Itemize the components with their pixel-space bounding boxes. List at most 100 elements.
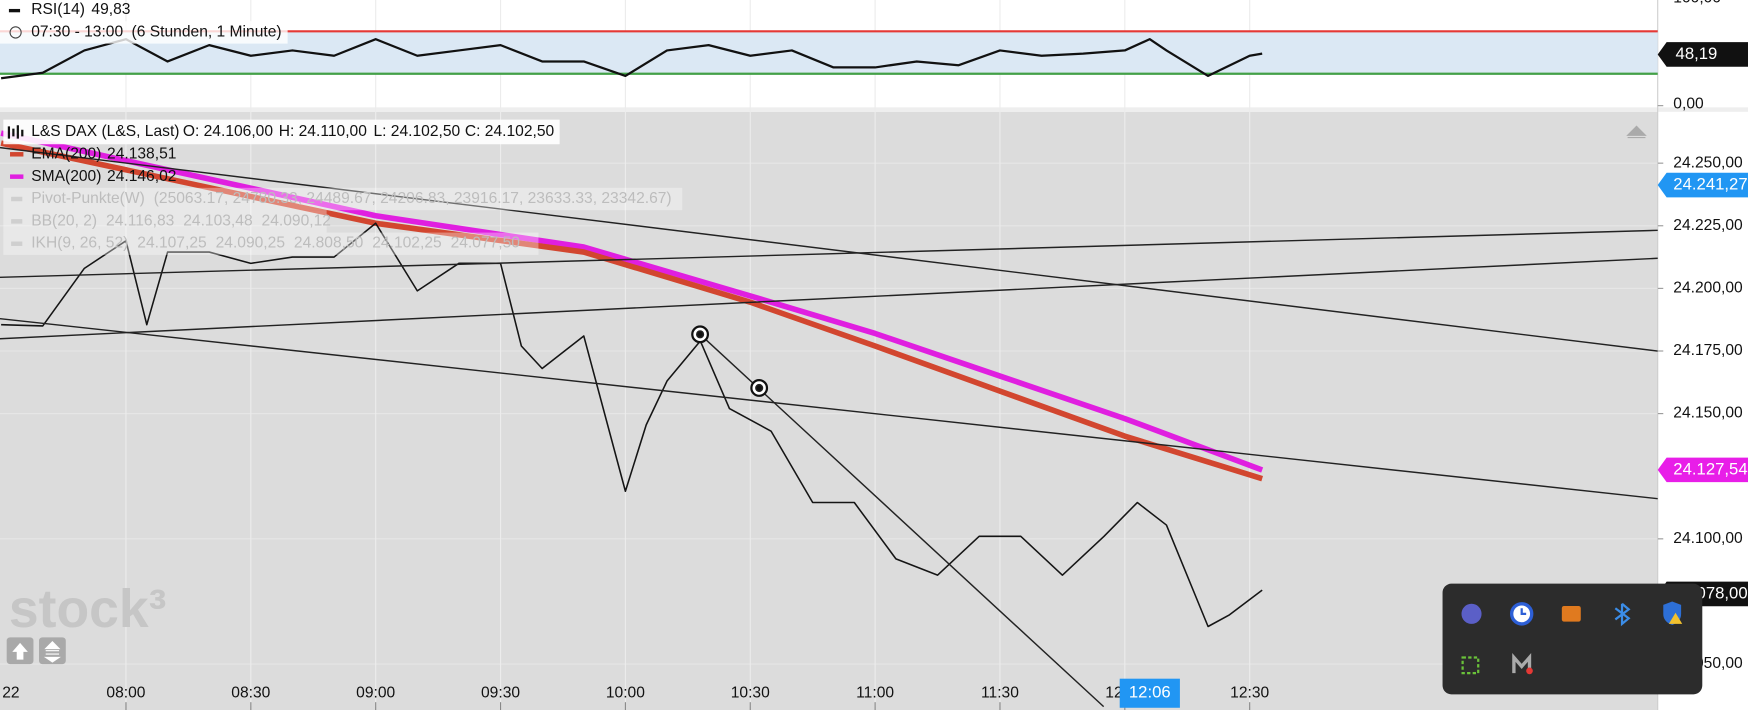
price-badge (1657, 172, 1748, 198)
indicator-name: IKH(9, 26, 52) (31, 235, 128, 252)
legend-text: 24.146,02 (107, 168, 176, 185)
legend-icon (11, 241, 23, 246)
legend-text: O: 24.106,00 (183, 123, 274, 140)
legend-box (3, 119, 560, 145)
indicator-value: 24.103,48 (183, 212, 253, 229)
x-tick-label: 09:30 (481, 684, 520, 701)
legend-text: 24.138,51 (107, 145, 176, 162)
y-tick-label: 24.100,00 (1673, 530, 1743, 547)
legend-text: 07:30 - 13:00 (31, 24, 123, 41)
collapse-button[interactable] (1626, 125, 1647, 139)
grid (125, 0, 1251, 707)
y-tick-label: 0,00 (1673, 96, 1704, 113)
legend: RSI(14) 49,83 07:30 - 13:00 (6 Stunden, 1 M… (0, 1, 683, 255)
y-tick-label: 24.150,00 (1673, 405, 1743, 422)
indicator-name: Pivot-Punkte(W) (31, 190, 145, 207)
legend-text: SMA(200) (31, 168, 101, 185)
y-tick-label: 100,00 (1673, 0, 1721, 6)
legend-icon (10, 152, 24, 157)
legend-text: EMA(200) (31, 145, 101, 162)
legend-text: L: 24.102,50 (373, 123, 460, 140)
indicator-value: 24.090,12 (262, 212, 331, 229)
icon (43, 641, 61, 663)
legend-text: (6 Stunden, 1 Minute) (132, 24, 282, 41)
legend-box (0, 21, 288, 44)
tray-icon[interactable] (1461, 603, 1482, 624)
tray-icon[interactable] (1461, 656, 1480, 675)
legend-box (3, 232, 539, 255)
anchor-dot (755, 383, 764, 393)
price-badge-label: 24.127,54 (1673, 459, 1747, 478)
trend-line (699, 333, 1105, 708)
indicator-value: 24.808,50 (294, 235, 364, 252)
x-tick-label: 11:30 (981, 684, 1019, 701)
legend-text: RSI(14) (31, 1, 85, 18)
value-badge (1657, 42, 1748, 67)
legend-icon (11, 196, 23, 202)
y-tick-label: 24.225,00 (1673, 217, 1743, 234)
indicator-value: 24.077,50 (451, 235, 521, 252)
nav-buttons (6, 637, 66, 665)
system-tray-popup (1442, 583, 1703, 695)
legend-text: C: 24.102,50 (465, 123, 555, 140)
legend-text: L&S DAX (L&S, Last) (31, 123, 179, 140)
indicator-value: 24.102,25 (372, 235, 442, 252)
icon (1526, 667, 1533, 675)
y-tick-label: 24.175,00 (1673, 342, 1743, 359)
icon (12, 642, 28, 660)
crosshair-badge (1119, 678, 1180, 708)
date-label: 22 (2, 684, 19, 701)
trend-line (0, 317, 1658, 500)
legend-text: H: 24.110,00 (279, 123, 367, 140)
series-line (1, 222, 1263, 628)
price-badge-label: 24.241,27 (1673, 174, 1747, 193)
indicator-value: 24.116,83 (106, 212, 174, 229)
x-tick-label: 10:00 (606, 684, 645, 701)
trend-lines (0, 146, 1658, 708)
indicator-value: 24.107,25 (137, 235, 207, 252)
indicator-name: BB(20, 2) (31, 212, 97, 229)
watermark: stock³ (9, 579, 167, 639)
legend-text: IKH(9, 26, 52) 24.107,25 24.090,25 24.808,5… (31, 235, 520, 252)
indicator-value: (25063.17, 24780.33, 24489.67, 24206.83,… (154, 190, 672, 207)
series-line (0, 130, 1264, 473)
legend-icon (7, 125, 24, 139)
trend-line (0, 257, 1658, 340)
anchor-dot (696, 330, 705, 339)
indicator-value: 24.090,25 (216, 235, 286, 252)
tray-icon[interactable] (1614, 602, 1631, 627)
crosshair-label: 12:06 (1129, 683, 1171, 702)
y-tick-label: 24.250,00 (1673, 154, 1743, 171)
legend-icon (11, 219, 23, 224)
legend-text: 49,83 (91, 1, 130, 18)
tray-panel (1442, 583, 1703, 695)
legend-box (3, 187, 683, 211)
icon (1668, 612, 1683, 624)
price-badge (1657, 457, 1748, 483)
x-tick-label: 08:30 (231, 684, 270, 701)
value-badge-label: 48,19 (1676, 44, 1718, 63)
legend-text: Pivot-Punkte(W) (25063.17, 24780.33, 2448… (31, 190, 671, 207)
legend-icon (10, 174, 24, 179)
series-line (0, 38, 1263, 80)
price-plot (0, 130, 1264, 628)
clock-icon (9, 26, 22, 39)
legend-icon (8, 8, 21, 13)
series-line (0, 140, 1263, 482)
x-tick-label: 10:30 (731, 684, 770, 701)
trend-line (0, 229, 1658, 279)
panel-separator (0, 107, 1748, 112)
x-tick-label: 09:00 (356, 684, 395, 701)
x-tick-label: 11:00 (856, 684, 894, 701)
trend-line (0, 146, 1658, 352)
legend-text: BB(20, 2) 24.116,83 24.103,48 24.090,12 (31, 212, 331, 229)
tray-icon[interactable] (1561, 606, 1581, 622)
price-panel (0, 111, 1658, 710)
legend-box (3, 210, 327, 233)
x-tick-label: 12:30 (1230, 684, 1269, 701)
icon (1520, 608, 1527, 615)
y-tick-label: 24.200,00 (1673, 279, 1743, 296)
tray-icon[interactable] (1512, 652, 1532, 674)
